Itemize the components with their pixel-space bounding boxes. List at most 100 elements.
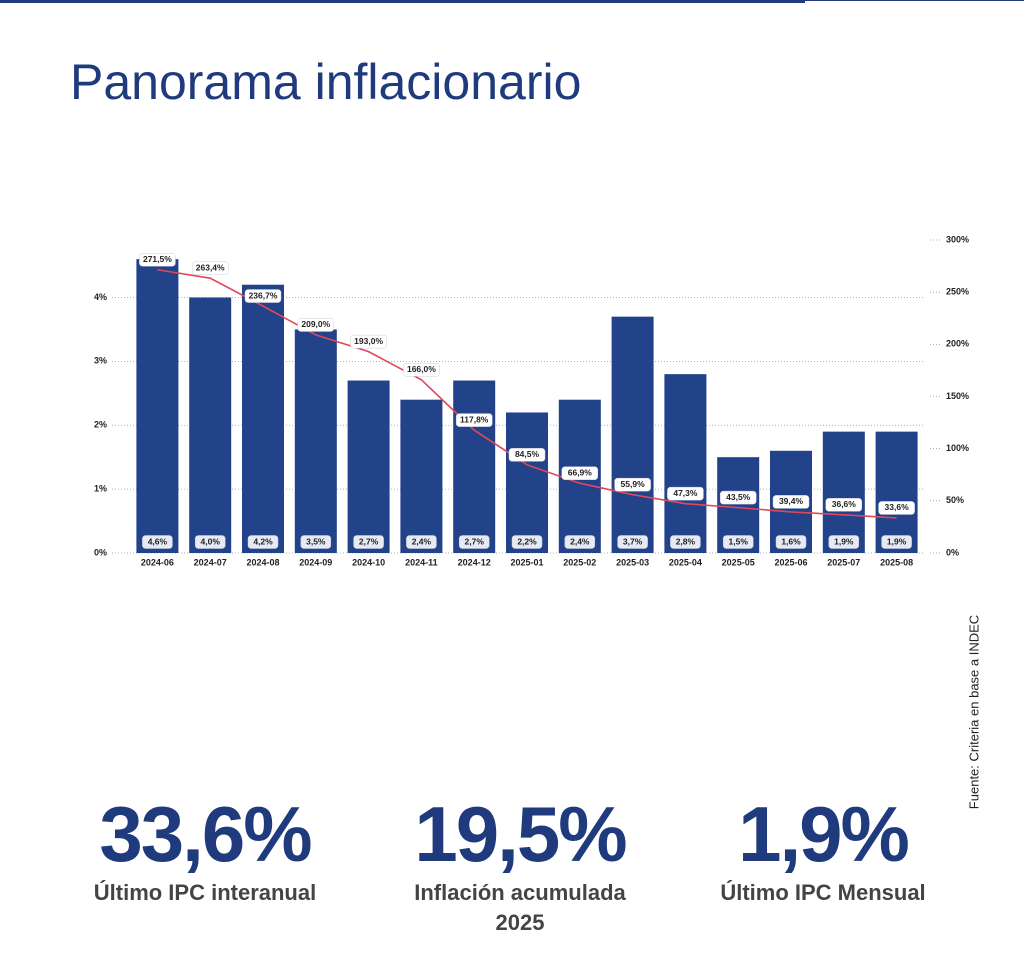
x-tick-label: 2025-08 [880,557,913,567]
value-label-box [247,535,279,549]
kpi: 19,5% Inflación acumulada 2025 [370,790,670,938]
x-tick-label: 2024-12 [458,557,491,567]
x-tick-label: 2024-11 [405,557,438,567]
y2-tick-label: 300% [946,234,969,244]
y2-tick-label: 50% [946,495,964,505]
x-tick-label: 2025-03 [616,557,649,567]
value-label-box [297,318,335,332]
y-tick-label: 2% [94,420,107,430]
bar [875,431,918,553]
value-label: 2,4% [570,536,590,546]
kpi-label: Inflación acumulada 2025 [414,880,626,935]
value-label: 263,4% [196,262,225,272]
value-label: 2,7% [359,536,379,546]
value-label-box [881,535,912,549]
bar [347,380,390,553]
top-rule [0,0,805,3]
value-label-box [722,535,754,549]
kpi-label: Último IPC interanual [93,880,317,905]
value-label: 55,9% [621,479,646,489]
kpi-label: Último IPC Mensual [720,880,926,905]
x-tick-label: 2024-10 [352,557,385,567]
bar [136,259,179,553]
kpi-value: 1,9% [738,790,910,878]
value-label-box [617,535,648,549]
value-label-box [406,535,437,549]
y2-tick-label: 250% [946,287,969,297]
kpi-value: 33,6% [99,790,312,878]
x-tick-label: 2025-01 [510,557,543,567]
value-label: 2,7% [465,536,485,546]
value-label-box [139,252,176,267]
kpi: 33,6% Último IPC interanual [55,790,355,908]
y2-tick-label: 0% [946,547,959,557]
value-label: 33,6% [885,502,910,512]
value-label-box [300,535,332,549]
bar [294,329,337,553]
bar [242,284,284,553]
value-label-box [561,466,599,480]
bar [189,297,232,553]
y-tick-label: 0% [94,547,107,557]
value-label: 166,0% [407,364,436,374]
value-label-box [350,334,387,349]
value-label: 2,4% [412,536,432,546]
y-tick-label: 3% [94,356,107,366]
value-label: 3,7% [623,536,643,546]
value-label-box [719,490,757,505]
value-label-box [191,261,229,275]
value-label-box [564,535,596,549]
source-note: Fuente: Criteria en base a INDEC [966,615,981,809]
value-label: 236,7% [249,290,278,300]
bar [506,412,548,553]
value-label: 4,2% [253,536,273,546]
value-label-box [878,501,915,515]
value-label-box [403,363,440,377]
bar [822,431,865,553]
value-label-box [244,289,282,303]
x-tick-label: 2025-02 [563,557,596,567]
value-label: 84,5% [515,449,540,459]
x-tick-label: 2024-08 [246,557,279,567]
value-label: 117,8% [460,414,489,424]
y2-tick-label: 200% [946,339,969,349]
x-tick-label: 2025-06 [774,557,807,567]
value-label-box [455,413,493,427]
y-tick-label: 4% [94,292,107,302]
value-label-box [772,495,810,509]
value-label-box [353,535,384,549]
value-label: 1,9% [887,536,907,546]
x-tick-label: 2024-06 [141,557,174,567]
value-label-box [458,535,490,549]
bar [453,380,496,553]
value-label-box [142,535,173,549]
value-label: 3,5% [306,536,326,546]
value-label-box [775,535,807,549]
value-label-box [670,535,701,549]
top-rule-thin [805,0,1024,1]
value-label: 1,6% [781,536,801,546]
kpi-value: 19,5% [414,790,627,878]
value-label-box [614,477,651,492]
line [157,268,897,519]
kpi: 1,9% Último IPC Mensual [673,790,973,908]
value-label: 2,2% [517,536,537,546]
value-label-box [194,535,226,549]
y2-tick-label: 150% [946,391,969,401]
x-tick-label: 2024-09 [299,557,332,567]
chart-title: Panorama inflacionario [70,54,581,110]
bar [400,399,443,553]
value-label-box [828,535,860,549]
value-label: 271,5% [143,254,172,264]
y2-tick-label: 100% [946,443,969,453]
value-label-box [511,535,543,549]
y-tick-label: 1% [94,483,107,493]
value-label: 2,8% [676,536,696,546]
x-tick-label: 2024-07 [194,557,227,567]
value-label: 1,9% [834,536,854,546]
value-label: 209,0% [301,319,330,329]
value-label: 193,0% [354,336,383,346]
bar [611,316,654,553]
